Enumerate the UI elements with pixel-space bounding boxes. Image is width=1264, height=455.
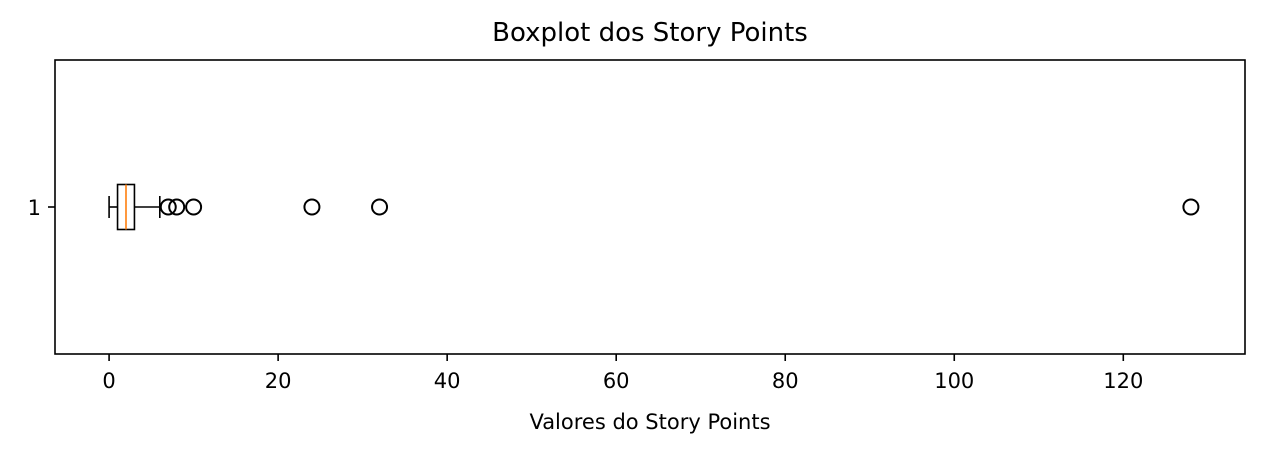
plot-area-frame [54,59,1246,355]
y-axis-ticks: 1 [28,196,55,220]
x-tick-label: 60 [603,369,630,393]
outlier-point [168,198,186,216]
outlier-point [185,198,203,216]
chart-title: Boxplot dos Story Points [492,18,808,48]
x-tick-label: 120 [1103,369,1143,393]
box-series [108,183,1200,231]
outlier-point [371,198,389,216]
y-tick-label: 1 [28,196,41,220]
x-axis-ticks: 0 20 40 60 80 100 120 [102,354,1143,393]
x-tick-label: 100 [934,369,974,393]
outlier-point [303,198,321,216]
outlier-point [1182,198,1200,216]
outlier-point [159,198,177,216]
x-tick-label: 40 [434,369,461,393]
x-tick-label: 20 [265,369,292,393]
x-tick-label: 0 [102,369,115,393]
x-axis-label: Valores do Story Points [529,410,770,434]
x-tick-label: 80 [772,369,799,393]
